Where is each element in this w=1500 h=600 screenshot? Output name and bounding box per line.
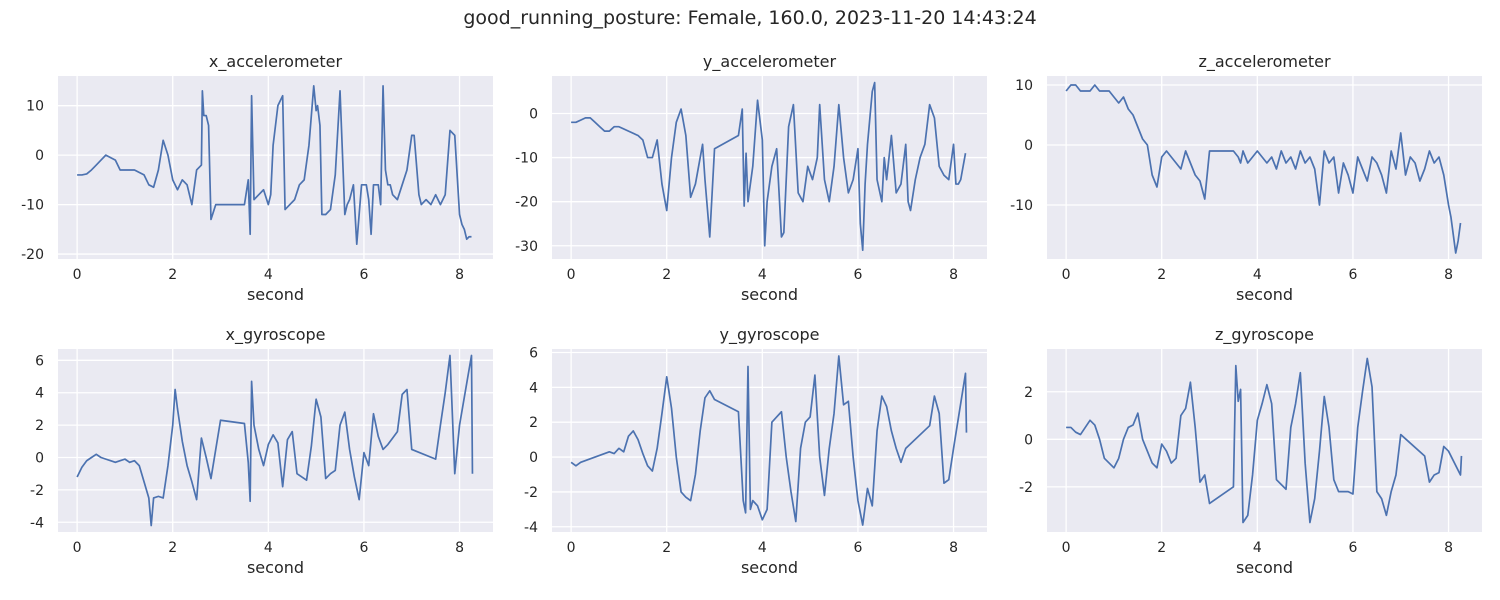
y-tick-label: 10 xyxy=(1015,78,1033,94)
x-axis-label: second xyxy=(741,558,798,577)
subplot-title: x_accelerometer xyxy=(209,52,343,72)
y-tick-label: -10 xyxy=(1010,198,1033,214)
y-tick-label: -2 xyxy=(524,485,538,501)
plot-area xyxy=(58,76,493,259)
y-tick-label: 6 xyxy=(35,353,44,369)
y-tick-label: 0 xyxy=(35,451,44,467)
y-tick-label: 2 xyxy=(35,418,44,434)
x-tick-label: 6 xyxy=(853,540,862,556)
y-tick-label: -4 xyxy=(524,520,538,536)
series-line xyxy=(571,81,967,252)
y-tick-label: -2 xyxy=(30,483,44,499)
y-tick-label: 0 xyxy=(529,450,538,466)
x-tick-label: 0 xyxy=(1062,540,1071,556)
x-tick-label: 4 xyxy=(758,540,767,556)
x-axis-label: second xyxy=(741,285,798,304)
y-tick-label: 0 xyxy=(1024,432,1033,448)
subplot-title: z_gyroscope xyxy=(1215,325,1314,345)
x-tick-label: 6 xyxy=(359,267,368,283)
subplot-title: y_accelerometer xyxy=(703,52,837,72)
x-axis-label: second xyxy=(1236,285,1293,304)
y-tick-label: -10 xyxy=(21,198,44,214)
x-axis-label: second xyxy=(247,285,304,304)
x-tick-label: 8 xyxy=(1444,267,1453,283)
x-tick-label: 8 xyxy=(949,540,958,556)
x-tick-label: 8 xyxy=(455,540,464,556)
y-tick-label: 0 xyxy=(529,106,538,122)
subplot-title: z_accelerometer xyxy=(1198,52,1330,72)
x-tick-label: 0 xyxy=(567,267,576,283)
plot-area xyxy=(552,349,987,532)
x-tick-label: 2 xyxy=(168,540,177,556)
x-tick-label: 8 xyxy=(455,267,464,283)
y-tick-label: 0 xyxy=(1024,138,1033,154)
x-tick-label: 6 xyxy=(1348,267,1357,283)
x-axis-label: second xyxy=(1236,558,1293,577)
x-tick-label: 2 xyxy=(1157,540,1166,556)
x-tick-label: 2 xyxy=(1157,267,1166,283)
x-tick-label: 0 xyxy=(73,540,82,556)
x-tick-label: 6 xyxy=(1348,540,1357,556)
y-tick-label: -10 xyxy=(515,151,538,167)
x-tick-label: 0 xyxy=(73,267,82,283)
y-tick-label: -30 xyxy=(515,239,538,255)
x-tick-label: 0 xyxy=(1062,267,1071,283)
x-tick-label: 4 xyxy=(264,267,273,283)
y-tick-label: -2 xyxy=(1019,480,1033,496)
subplot-title: x_gyroscope xyxy=(225,325,325,345)
y-tick-label: 4 xyxy=(529,380,538,396)
y-tick-label: 2 xyxy=(1024,385,1033,401)
y-tick-label: -20 xyxy=(21,247,44,263)
y-tick-label: 6 xyxy=(529,345,538,361)
x-tick-label: 0 xyxy=(567,540,576,556)
x-tick-label: 2 xyxy=(168,267,177,283)
series-line xyxy=(1066,357,1463,524)
x-tick-label: 4 xyxy=(264,540,273,556)
x-tick-label: 8 xyxy=(949,267,958,283)
y-tick-label: 0 xyxy=(35,148,44,164)
y-tick-label: -4 xyxy=(30,515,44,531)
plot-area xyxy=(552,76,987,259)
y-tick-label: 2 xyxy=(529,415,538,431)
x-tick-label: 4 xyxy=(758,267,767,283)
subplot-title: y_gyroscope xyxy=(719,325,819,345)
x-tick-label: 8 xyxy=(1444,540,1453,556)
x-tick-label: 6 xyxy=(853,267,862,283)
plot-area xyxy=(1047,76,1482,259)
x-tick-label: 4 xyxy=(1253,540,1262,556)
figure-suptitle: good_running_posture: Female, 160.0, 202… xyxy=(463,7,1037,29)
x-tick-label: 2 xyxy=(662,540,671,556)
y-tick-label: -20 xyxy=(515,195,538,211)
x-tick-label: 4 xyxy=(1253,267,1262,283)
x-tick-label: 6 xyxy=(359,540,368,556)
plot-area xyxy=(1047,349,1482,532)
x-tick-label: 2 xyxy=(662,267,671,283)
series-line xyxy=(1065,84,1462,254)
series-line xyxy=(570,355,968,526)
y-tick-label: 10 xyxy=(26,99,44,115)
series-line xyxy=(76,354,474,527)
y-tick-label: 4 xyxy=(35,386,44,402)
series-line xyxy=(77,85,472,246)
x-axis-label: second xyxy=(247,558,304,577)
